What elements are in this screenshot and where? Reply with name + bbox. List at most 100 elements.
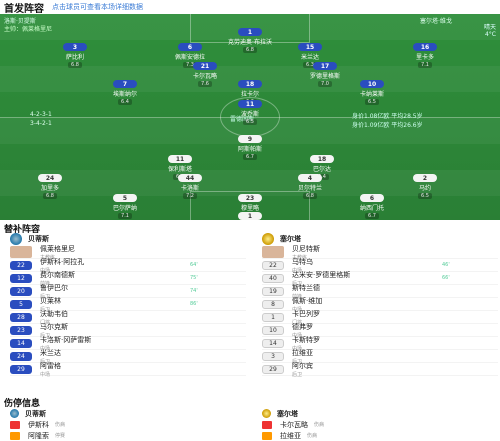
pitch-player[interactable]: 6 纳西门托 6.7	[342, 194, 402, 219]
sub-player-row[interactable]: 40 达米安·罗德里格斯 后卫 66'	[262, 271, 498, 287]
player-rating: 7.3	[183, 62, 197, 68]
pitch-player[interactable]: 4 贝尔特兰 6.8	[280, 174, 340, 199]
sub-name: 贝莱林	[40, 296, 61, 305]
player-detail-link[interactable]: 点击球员可查看本场详细数据	[52, 3, 143, 11]
sub-time: 46'	[442, 262, 450, 268]
sub-name: 费尔南德斯	[40, 270, 75, 279]
player-number: 9	[238, 135, 262, 143]
injury-name: 拉维亚	[280, 431, 301, 440]
player-rating: 6.8	[43, 193, 57, 199]
sub-player-row[interactable]: 1 卡巴列罗 门将	[262, 310, 498, 326]
sub-name: 卡斯特罗	[292, 335, 320, 344]
player-name: 佩斯安德拉	[174, 54, 205, 61]
sub-position: 后卫	[40, 293, 51, 300]
pitch-player[interactable]: 10 卡纳莱斯 6.5	[342, 80, 402, 105]
sub-player-row[interactable]: 22 伊斯科·阿拉孔 中场 64'	[10, 258, 246, 274]
pitch-player[interactable]: 5 巴尔萨纳 7.1	[95, 194, 155, 219]
away-team-label: 塞尔塔·维戈	[420, 18, 452, 25]
player-number: 6	[360, 194, 384, 202]
sub-player-row[interactable]: 22 马特乌 中场 46'	[262, 258, 498, 274]
pitch-player[interactable]: 2 马约 6.5	[395, 174, 455, 199]
sub-position: 后卫	[40, 332, 51, 339]
sub-number: 3	[262, 351, 284, 361]
sub-player-row[interactable]: 12 费尔南德斯 前锋 75'	[10, 270, 246, 287]
home-injury-badge-icon	[10, 409, 19, 418]
sub-player-row[interactable]: 29 阿尔宾 后卫	[262, 362, 498, 378]
sub-number: 29	[262, 364, 284, 374]
sub-player-row[interactable]: 19 斯特兰德 前锋	[262, 284, 498, 300]
player-rating: 7.1	[418, 62, 432, 68]
away-coach-avatar	[262, 246, 284, 258]
home-lineup: 贝蒂斯 佩莱格里尼 主教练 22 伊斯科·阿拉孔 中场 64' 12 费尔南德斯 …	[10, 232, 246, 378]
player-number: 15	[298, 43, 322, 51]
pitch-player[interactable]: 24 加里多 6.8	[20, 174, 80, 199]
pitch-player[interactable]: 3 萨比利 6.8	[45, 43, 105, 68]
pitch-player[interactable]: 1 维拉诺 6.9	[220, 212, 280, 220]
pitch-player[interactable]: 15 米兰达 6.3	[280, 43, 340, 68]
injury-row[interactable]: 拉维亚 伤病	[262, 430, 498, 441]
pitch-player[interactable]: 16 里卡多 7.1	[395, 43, 455, 68]
home-coach: 主帅：佩莱格里尼	[4, 26, 53, 33]
player-number: 3	[63, 43, 87, 51]
sub-player-row[interactable]: 24 米兰达 后卫	[10, 349, 246, 365]
weather-temp: 4°C	[484, 31, 496, 38]
away-coach-role: 主教练	[292, 254, 308, 261]
home-team-label: 洛斯·贝提斯	[4, 18, 36, 25]
player-name: 穆里略	[240, 205, 259, 212]
home-coach-row[interactable]: 佩莱格里尼 主教练	[10, 245, 246, 261]
player-number: 2	[413, 174, 437, 182]
sub-position: 中场	[292, 306, 303, 313]
player-rating: 6.8	[243, 47, 257, 53]
pitch-player[interactable]: 6 佩斯安德拉 7.3	[160, 43, 220, 68]
pitch-player[interactable]: 21 卡尔瓦略 7.6	[175, 62, 235, 87]
sub-name: 德弗罗	[292, 322, 313, 331]
sub-player-row[interactable]: 10 德弗罗 中场	[262, 322, 498, 339]
sub-position: 后卫	[292, 280, 303, 287]
player-number: 11	[238, 100, 262, 108]
away-injury-team: 塞尔塔	[277, 409, 298, 418]
sub-time: 66'	[442, 275, 450, 281]
player-name: 埃斯纳尔	[112, 91, 137, 98]
home-team-badge-icon	[10, 233, 22, 245]
away-coach-name: 贝尼特斯	[292, 244, 320, 253]
player-name: 阿斯帕斯	[237, 146, 262, 153]
pitch-player[interactable]: 7 埃斯纳尔 6.4	[95, 80, 155, 105]
injury-row[interactable]: 卡尔瓦略 伤病	[262, 419, 498, 430]
sub-player-row[interactable]: 14 卡斯特罗 中场	[262, 335, 498, 352]
sub-position: 中场	[292, 332, 303, 339]
sub-name: 鲁伊巴尔	[40, 283, 68, 292]
sub-number: 19	[262, 286, 284, 296]
player-number: 18	[238, 80, 262, 88]
sub-player-row[interactable]: 28 沃勒韦伯 门将	[10, 310, 246, 326]
sub-time: 64'	[190, 262, 198, 268]
pitch-player[interactable]: 44 卡洛斯 7.2	[160, 174, 220, 199]
sub-player-row[interactable]: 23 马尔克斯 后卫	[10, 323, 246, 339]
injury-icon	[262, 431, 272, 440]
player-rating: 7.1	[118, 213, 132, 219]
sub-player-row[interactable]: 3 拉维亚 后卫	[262, 349, 498, 365]
player-name: 纳西门托	[359, 205, 384, 212]
player-number: 5	[113, 194, 137, 202]
sub-player-row[interactable]: 8 佩斯·维加 中场	[262, 296, 498, 313]
pitch-player[interactable]: 17 罗德里格斯 7.0	[295, 62, 355, 87]
sub-number: 1	[262, 312, 284, 322]
pitch-player[interactable]: 11 波乔斯 6.5	[220, 100, 280, 125]
sub-player-row[interactable]: 20 鲁伊巴尔 后卫 74'	[10, 283, 246, 300]
sub-position: 后卫	[292, 358, 303, 365]
sub-player-row[interactable]: 14 卡洛斯·冈萨雷斯 中场	[10, 336, 246, 352]
injury-icon	[262, 420, 272, 429]
home-coach-avatar	[10, 246, 32, 258]
away-stats: 身价1.09亿欧 平均26.6岁	[352, 122, 423, 129]
sub-number: 28	[10, 312, 32, 322]
sub-player-row[interactable]: 5 贝莱林 后卫 86'	[10, 296, 246, 313]
player-name: 拉卡尔	[240, 91, 259, 98]
sub-player-row[interactable]: 29 阿雷格 中场	[10, 362, 246, 378]
injury-row[interactable]: 阿隆索 停赛	[10, 430, 246, 441]
pitch-player[interactable]: 1 克劳迪奥·布拉沃 6.8	[220, 28, 280, 53]
page-header: 首发阵容 点击球员可查看本场详细数据	[0, 0, 500, 15]
sub-name: 佩斯·维加	[292, 296, 323, 305]
away-coach-row[interactable]: 贝尼特斯 主教练	[262, 244, 498, 261]
player-rating: 6.3	[303, 62, 317, 68]
pitch-player[interactable]: 9 阿斯帕斯 6.7	[220, 135, 280, 160]
injury-row[interactable]: 伊斯科 伤病	[10, 419, 246, 430]
